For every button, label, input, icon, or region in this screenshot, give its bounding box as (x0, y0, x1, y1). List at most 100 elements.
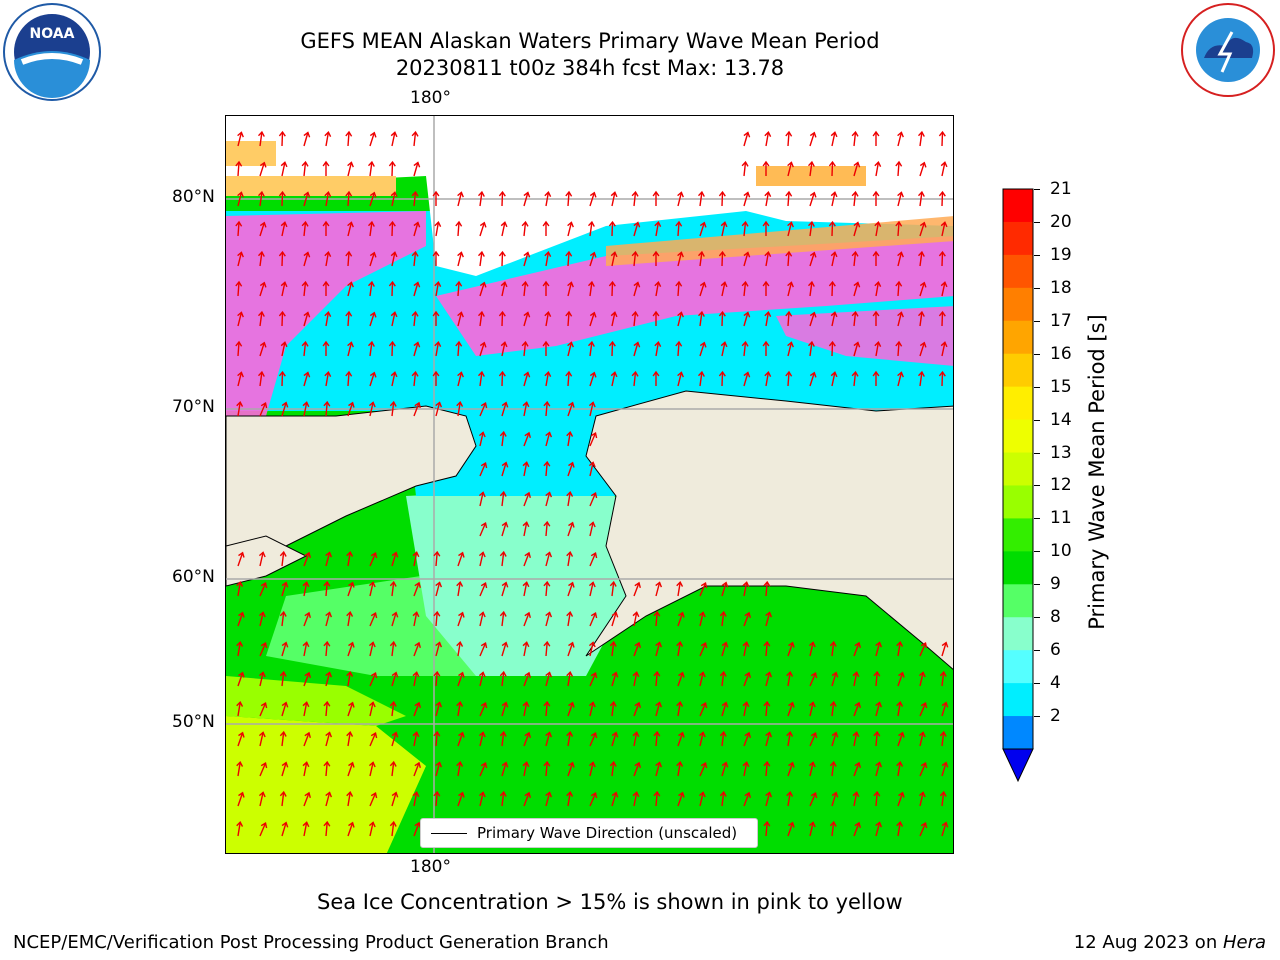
wave-arrow-head (875, 641, 883, 648)
wave-arrow-head (281, 581, 289, 588)
wave-arrow (655, 642, 661, 657)
wave-arrow (479, 642, 487, 657)
wave-arrow (567, 371, 570, 387)
wave-arrow-head (608, 220, 616, 227)
lat-label-60: 60°N (172, 567, 215, 587)
wave-arrow-head (634, 701, 641, 708)
wave-arrow (699, 732, 704, 747)
wave-arrow (479, 252, 483, 267)
colorbar-tick-label: 11 (1050, 508, 1072, 529)
wave-arrow (567, 342, 573, 357)
wave-arrow (347, 792, 351, 807)
wave-arrow (457, 672, 464, 687)
wave-arrow (325, 252, 330, 267)
wave-arrow (479, 582, 487, 597)
wave-arrow (897, 312, 903, 327)
wave-arrow-head (389, 820, 397, 827)
wave-arrow (325, 642, 328, 657)
colorbar-tick-mark (1034, 584, 1040, 586)
wave-arrow-head (388, 220, 396, 227)
wave-arrow-head (281, 641, 289, 648)
wave-arrow (699, 612, 704, 627)
colorbar-tick-mark (1034, 254, 1040, 256)
wave-arrow-head (785, 310, 793, 317)
wave-arrow-head (634, 761, 641, 768)
wave-arrow (259, 732, 264, 747)
wave-arrow-head (435, 761, 443, 768)
wave-arrow-head (590, 611, 598, 619)
wave-arrow (479, 312, 483, 327)
sea-ice-note: Sea Ice Concentration > 15% is shown in … (317, 890, 903, 914)
wave-arrow (677, 612, 684, 627)
wave-arrow-head (610, 371, 618, 378)
wave-arrow-head (457, 311, 464, 318)
wave-arrow-head (278, 130, 286, 137)
wave-arrow (347, 342, 353, 357)
wave-arrow (523, 552, 530, 567)
wave-arrow (853, 672, 858, 687)
colorbar-tick-mark (1034, 617, 1040, 619)
wave-arrow-head (718, 310, 726, 317)
wave-arrow (611, 792, 617, 807)
wave-arrow (941, 371, 944, 387)
wave-arrow-head (699, 221, 707, 228)
wave-arrow (787, 282, 793, 297)
wave-arrow-head (545, 731, 553, 738)
wave-arrow (897, 341, 900, 357)
wave-arrow (457, 402, 461, 417)
wave-arrow (699, 642, 707, 657)
wave-arrow-head (348, 641, 355, 648)
wave-arrow-head (808, 821, 816, 828)
wave-arrow-head (457, 371, 464, 378)
wave-arrow-head (414, 761, 421, 768)
wave-arrow-head (236, 701, 244, 707)
wave-arrow (523, 702, 528, 717)
wave-arrow (325, 372, 330, 387)
wave-arrow (831, 252, 836, 267)
colorbar-segment (1003, 518, 1033, 552)
wave-arrow (479, 552, 484, 567)
wave-arrow-head (697, 370, 705, 377)
wave-arrow (677, 372, 683, 387)
colorbar-tick-label: 8 (1050, 607, 1061, 628)
wave-arrow (787, 762, 794, 777)
wave-arrow-head (302, 701, 310, 708)
wave-arrow-head (435, 701, 443, 708)
wave-arrow (347, 822, 354, 837)
wave-arrow (457, 732, 464, 747)
wave-arrow-head (501, 461, 509, 468)
wave-arrow (325, 552, 331, 567)
wave-arrow (391, 252, 396, 267)
wave-arrow (831, 192, 836, 207)
wave-arrow-head (367, 160, 375, 167)
wave-arrow (611, 341, 614, 357)
wave-arrow-head (501, 701, 509, 708)
wave-arrow-head (851, 190, 859, 197)
wave-arrow (655, 702, 661, 717)
wave-arrow-head (828, 160, 836, 167)
wave-arrow-head (281, 821, 289, 828)
wave-arrow-head (279, 670, 287, 677)
wave-arrow-head (785, 190, 793, 197)
wave-arrow-head (676, 641, 684, 647)
wave-arrow (347, 222, 353, 237)
wave-arrow-head (524, 491, 531, 498)
wave-arrow-head (303, 131, 311, 138)
colorbar-segment (1003, 221, 1033, 256)
wave-arrow-head (390, 191, 398, 198)
wave-arrow-head (478, 431, 486, 438)
wave-arrow-head (588, 641, 596, 648)
colorbar-tick-mark (1034, 221, 1040, 223)
wave-arrow (281, 792, 285, 807)
wave-arrow (699, 582, 707, 597)
wave-arrow (523, 432, 530, 447)
wave-arrow (567, 402, 574, 417)
wave-arrow-head (304, 611, 311, 618)
wave-arrow-head (323, 700, 331, 707)
wave-arrow-head (411, 250, 419, 257)
wave-arrow (501, 582, 507, 597)
wave-arrow (633, 702, 640, 717)
colorbar-tick-label: 4 (1050, 673, 1061, 694)
wave-arrow (633, 342, 639, 357)
wave-arrow-head (632, 731, 640, 738)
